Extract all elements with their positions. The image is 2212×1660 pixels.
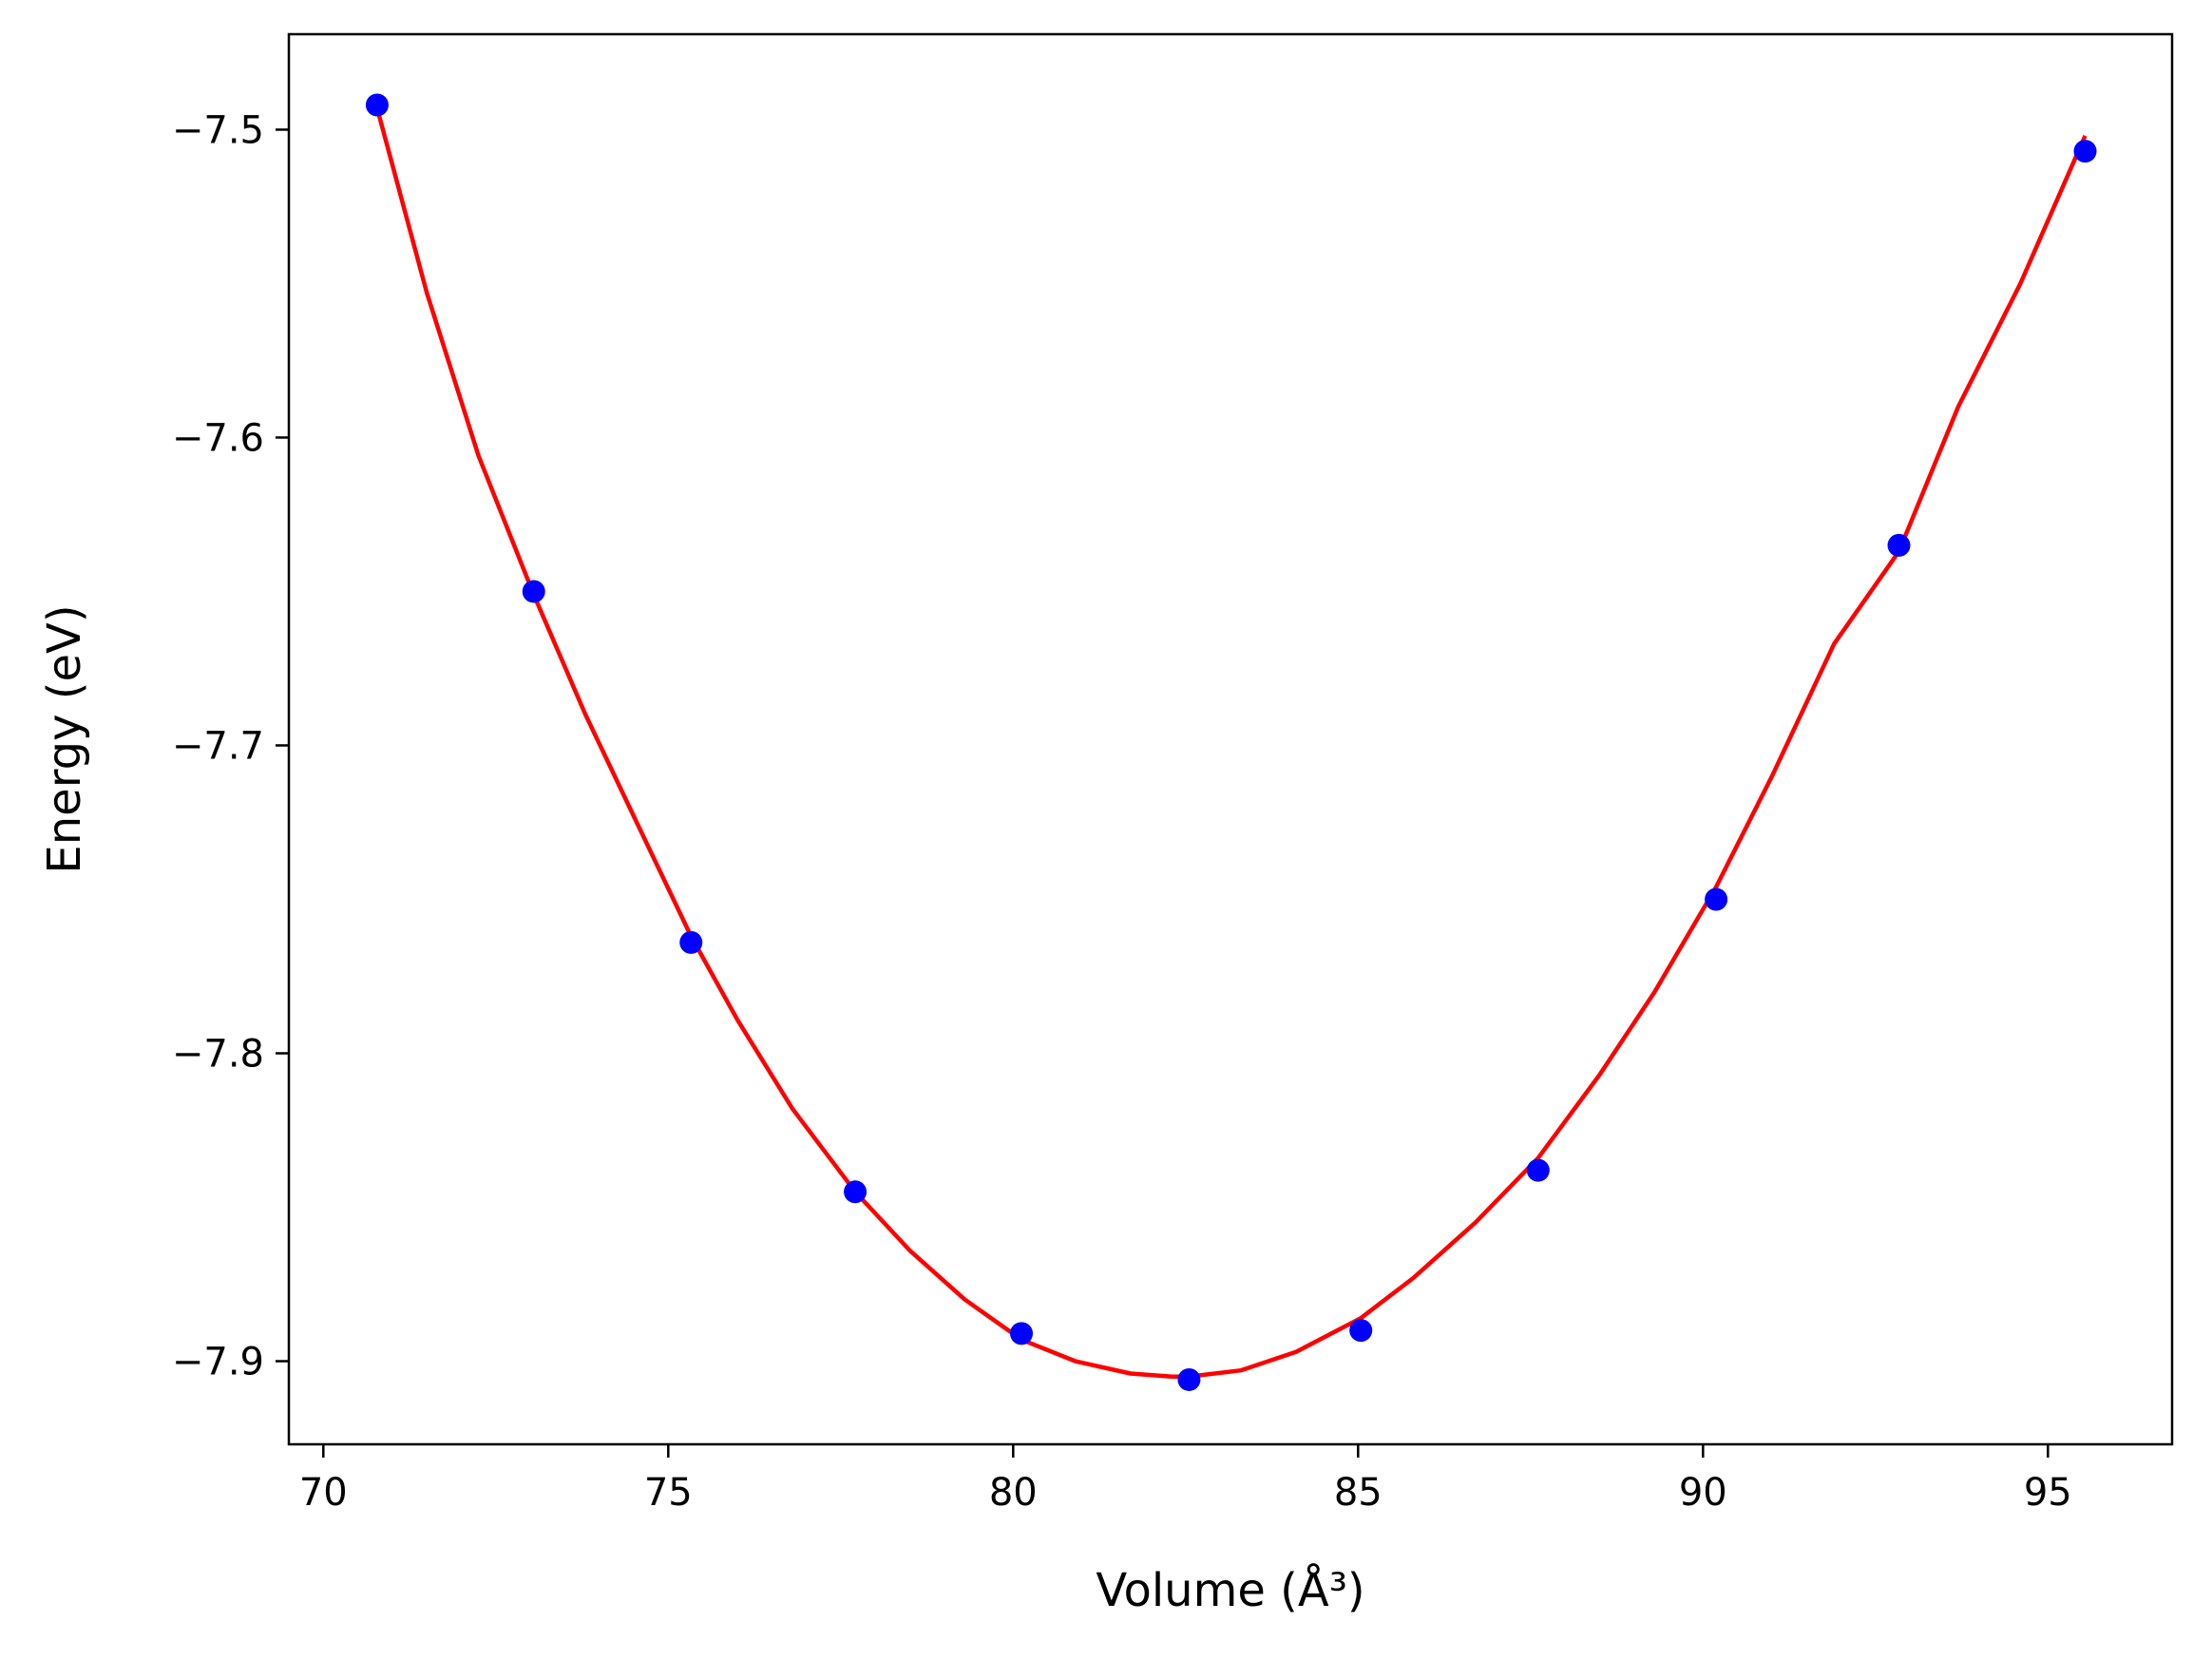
y-tick-label-0: −7.5 <box>172 108 264 152</box>
data-point-6 <box>1177 1367 1201 1391</box>
y-tick-label-4: −7.9 <box>172 1341 264 1384</box>
fit-curve-layer <box>374 107 2088 1379</box>
data-point-4 <box>844 1180 868 1204</box>
x-axis-ticks: 70 75 80 85 90 95 <box>299 1444 2072 1515</box>
data-point-3 <box>679 930 703 954</box>
data-point-2 <box>522 580 545 603</box>
y-tick-label-1: −7.6 <box>172 416 264 460</box>
data-point-10 <box>1887 533 1911 557</box>
x-tick-label-70: 70 <box>299 1471 348 1515</box>
fit-curve-line <box>374 107 2088 1379</box>
y-tick-label-3: −7.8 <box>172 1032 264 1076</box>
x-axis-label: Volume (Å³) <box>1096 1563 1364 1617</box>
plot-frame <box>287 32 2174 1446</box>
x-tick-label-90: 90 <box>1679 1471 1727 1515</box>
data-point-8 <box>1526 1158 1550 1182</box>
data-point-9 <box>1705 887 1728 911</box>
x-tick-label-75: 75 <box>644 1471 693 1515</box>
y-axis-ticks: −7.5 −7.6 −7.7 −7.8 −7.9 <box>172 108 289 1384</box>
data-point-1 <box>365 93 389 117</box>
data-point-11 <box>2073 140 2097 163</box>
data-point-7 <box>1349 1319 1373 1343</box>
data-point-5 <box>1010 1322 1034 1345</box>
y-axis-label: Energy (eV) <box>38 604 91 873</box>
data-points-layer <box>365 93 2097 1391</box>
x-tick-label-80: 80 <box>989 1471 1038 1515</box>
y-tick-label-2: −7.7 <box>172 724 264 768</box>
x-tick-label-85: 85 <box>1334 1471 1382 1515</box>
x-tick-label-95: 95 <box>2024 1471 2072 1515</box>
